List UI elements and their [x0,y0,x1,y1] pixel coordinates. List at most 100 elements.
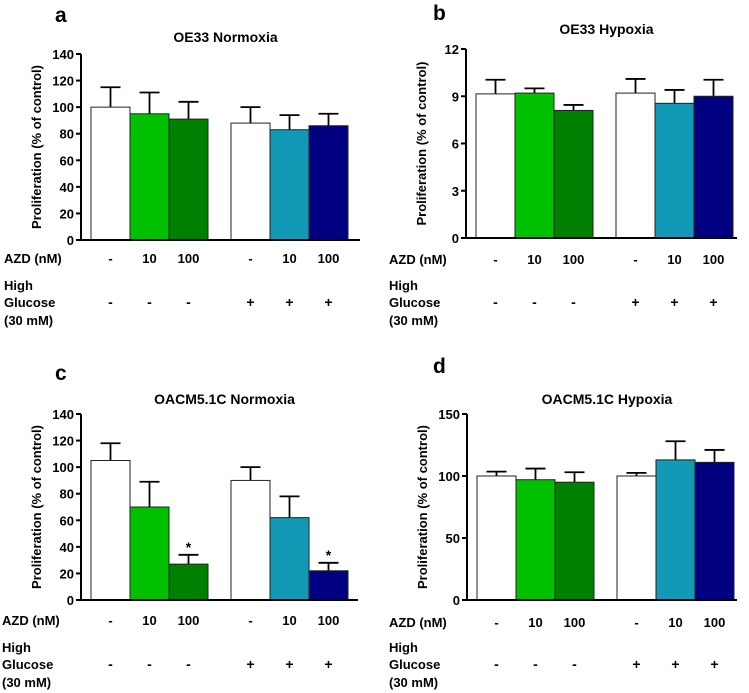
significance-marker: * [186,539,192,555]
glucose-value: - [493,294,498,310]
y-tick-label: 50 [446,531,460,546]
chart-title: OE33 Hypoxia [559,21,653,37]
glucose-row-label: Glucose [389,295,440,310]
glucose-value: + [285,656,293,672]
y-tick-label: 120 [52,74,74,89]
bar [269,129,310,241]
azd-value: - [248,251,252,266]
glucose-value: - [108,656,113,672]
azd-value: 10 [282,613,296,628]
y-tick-label: 20 [60,206,74,221]
glucose-row-label: Glucose [2,657,53,672]
bar [308,570,349,601]
y-tick-label: 12 [445,42,459,57]
y-axis-label: Proliferation (% of control) [414,62,429,226]
bar [230,122,271,241]
y-tick-label: 9 [452,89,459,104]
glucose-row-label: (30 mM) [389,313,438,328]
glucose-value: + [246,656,254,672]
azd-value: 10 [528,615,542,630]
bar [168,563,209,601]
glucose-value: - [532,294,537,310]
glucose-row-label: (30 mM) [389,675,438,690]
y-tick-label: 6 [452,137,459,152]
glucose-value: + [246,294,254,310]
y-tick-label: 0 [67,233,74,248]
azd-value: 100 [563,252,585,267]
glucose-row-label: High [389,278,418,293]
glucose-row-label: Glucose [4,295,55,310]
bar [168,118,209,241]
azd-value: 100 [564,615,586,630]
y-tick-label: 0 [453,593,460,608]
bar [129,113,170,241]
y-tick-label: 60 [60,513,74,528]
glucose-value: + [285,294,293,310]
y-tick-label: 40 [60,180,74,195]
y-tick-label: 140 [52,407,74,422]
chart-title: OACM5.1C Normoxia [154,391,295,407]
bar [615,92,656,239]
glucose-row-label: High [389,640,418,655]
glucose-value: + [710,656,718,672]
glucose-value: - [572,656,577,672]
y-tick-label: 100 [52,100,74,115]
azd-value: - [493,252,497,267]
azd-value: 100 [318,613,340,628]
azd-row-label: AZD (nM) [389,615,447,630]
chart-title: OACM5.1C Hypoxia [542,391,673,407]
glucose-value: - [147,294,152,310]
bar [269,517,310,601]
bar [553,109,594,239]
y-axis-label: Proliferation (% of control) [29,65,44,229]
glucose-row-label: (30 mM) [4,313,53,328]
y-tick-label: 0 [452,231,459,246]
y-tick-label: 20 [60,566,74,581]
azd-value: - [108,613,112,628]
azd-value: 100 [318,251,340,266]
azd-row-label: AZD (nM) [2,613,60,628]
glucose-value: + [670,294,678,310]
y-tick-label: 120 [52,434,74,449]
y-axis-label: Proliferation (% of control) [415,425,430,589]
azd-row-label: AZD (nM) [4,251,62,266]
bar [693,95,734,239]
bar [476,475,517,601]
azd-value: 100 [178,251,200,266]
glucose-value: + [709,294,717,310]
bar [475,93,516,239]
bar [90,106,131,241]
y-axis-label: Proliferation (% of control) [29,425,44,589]
bar [90,460,131,601]
glucose-value: + [631,294,639,310]
azd-value: - [634,615,638,630]
y-tick-label: 60 [60,153,74,168]
bar [616,475,657,601]
bar [654,102,695,239]
glucose-row-label: Glucose [389,657,440,672]
glucose-value: + [324,294,332,310]
azd-value: 10 [142,251,156,266]
azd-value: 10 [527,252,541,267]
y-tick-label: 100 [438,469,460,484]
azd-value: - [108,251,112,266]
azd-value: 10 [142,613,156,628]
panel-letter: b [433,2,446,25]
glucose-value: - [571,294,576,310]
chart-title: OE33 Normoxia [173,29,277,45]
azd-value: - [248,613,252,628]
azd-value: - [494,615,498,630]
glucose-row-label: (30 mM) [2,675,51,690]
azd-value: 10 [668,615,682,630]
glucose-value: + [324,656,332,672]
y-tick-label: 100 [52,460,74,475]
bar [308,125,349,241]
glucose-value: - [186,294,191,310]
significance-marker: * [326,547,332,563]
azd-row-label: AZD (nM) [389,252,447,267]
glucose-value: - [147,656,152,672]
glucose-value: - [108,294,113,310]
glucose-row-label: High [2,640,31,655]
y-tick-label: 140 [52,47,74,62]
azd-value: 100 [704,615,726,630]
